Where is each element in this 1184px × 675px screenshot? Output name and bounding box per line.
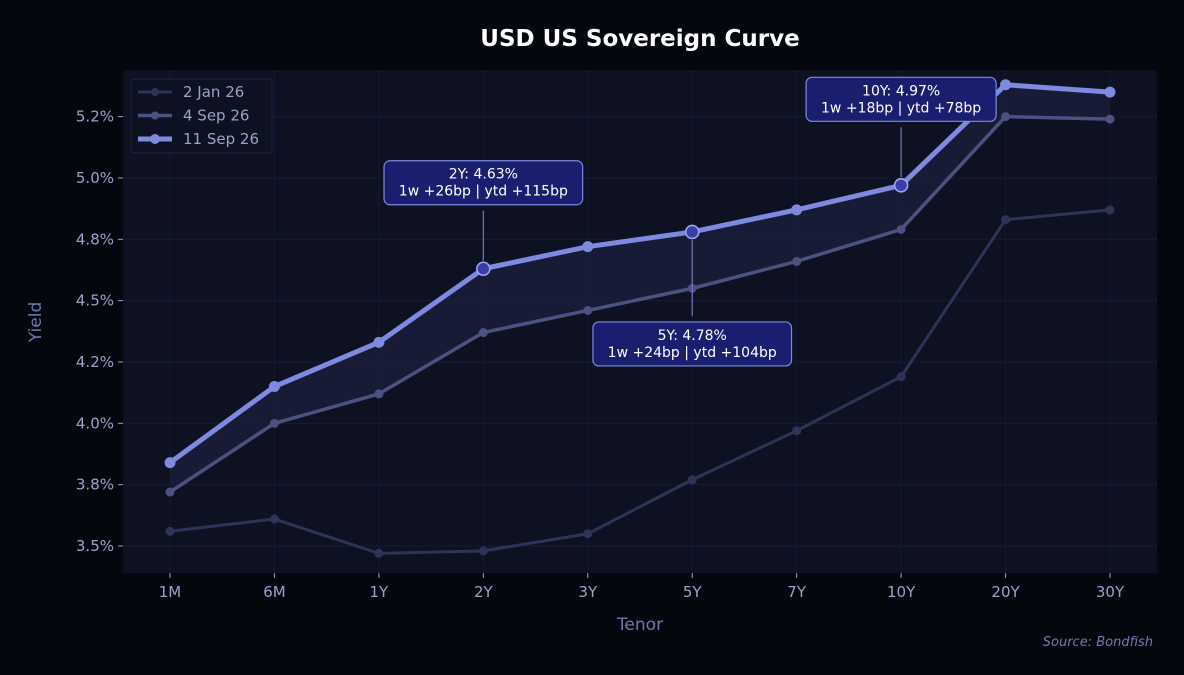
series-point-1 xyxy=(165,487,175,497)
series-point-0 xyxy=(583,529,593,539)
curve-change-band xyxy=(170,84,1110,493)
series-point-0 xyxy=(792,426,802,436)
x-tick-label: 7Y xyxy=(787,583,807,601)
series-point-2 xyxy=(268,381,280,393)
annotation-line2: 1w +24bp | ytd +104bp xyxy=(608,345,777,361)
y-tick-label: 4.2% xyxy=(76,353,114,371)
x-tick-label: 1M xyxy=(159,583,182,601)
series-point-1 xyxy=(478,328,488,338)
annotation-line1: 2Y: 4.63% xyxy=(449,167,518,183)
legend: 2 Jan 26 4 Sep 26 11 Sep 26 xyxy=(130,78,273,154)
series-point-0 xyxy=(687,475,697,485)
annotation-box xyxy=(805,76,997,122)
y-tick-label: 4.0% xyxy=(76,414,114,432)
y-tick-label: 4.5% xyxy=(76,292,114,310)
y-tick-label: 3.8% xyxy=(76,476,114,494)
series-point-1 xyxy=(583,305,593,315)
y-tick-label: 4.8% xyxy=(76,230,114,248)
legend-label: 11 Sep 26 xyxy=(183,130,259,148)
legend-label: 2 Jan 26 xyxy=(183,83,244,101)
legend-marker xyxy=(150,134,160,144)
source-note: Source: Bondfish xyxy=(1043,635,1153,650)
series-point-2 xyxy=(791,204,803,216)
x-tick-label: 3Y xyxy=(578,583,598,601)
legend-marker xyxy=(151,111,159,120)
series-point-1 xyxy=(792,256,802,266)
series-point-2 xyxy=(582,241,594,253)
series-lines xyxy=(164,79,1116,558)
annotation-line1: 5Y: 4.78% xyxy=(658,328,727,344)
series-line-2 xyxy=(167,82,1113,466)
chart-title: USD US Sovereign Curve xyxy=(480,26,799,52)
annotation-highlight-point xyxy=(893,178,909,193)
annotation-line2: 1w +18bp | ytd +78bp xyxy=(821,100,981,116)
series-point-1 xyxy=(1105,114,1115,124)
series-line-1 xyxy=(168,114,1112,494)
axis-ticks: 3.5% 3.8% 4.0% 4.2% 4.5% 4.8% 5.0% 5.2% 1M 6M 1Y 2Y… xyxy=(76,108,1125,601)
series-point-1 xyxy=(374,389,384,399)
series-point-0 xyxy=(478,546,488,556)
series-point-1 xyxy=(269,418,279,428)
series-point-2 xyxy=(373,336,385,348)
x-tick-label: 10Y xyxy=(887,583,916,601)
x-tick-label: 6M xyxy=(263,583,286,601)
series-point-2 xyxy=(1104,86,1116,98)
x-tick-label: 5Y xyxy=(683,583,703,601)
series-point-2 xyxy=(1000,79,1012,91)
series-point-0 xyxy=(374,548,384,558)
band-fill xyxy=(170,84,1110,493)
series-point-0 xyxy=(896,372,906,382)
annotation-line2: 1w +26bp | ytd +115bp xyxy=(399,184,568,200)
x-tick-label: 2Y xyxy=(474,583,494,601)
y-tick-label: 3.5% xyxy=(76,537,114,555)
series-point-1 xyxy=(896,224,906,234)
series-point-2 xyxy=(164,457,176,469)
series-line-0 xyxy=(168,208,1112,555)
series-point-1 xyxy=(1001,112,1011,122)
series-point-0 xyxy=(1105,205,1115,215)
series-point-0 xyxy=(269,514,279,524)
y-axis-label: Yield xyxy=(26,302,46,343)
x-axis-label: Tenor xyxy=(616,615,663,635)
annotation-box xyxy=(592,321,793,367)
x-tick-label: 20Y xyxy=(991,583,1020,601)
legend-label: 4 Sep 26 xyxy=(183,107,249,125)
annotation-line1: 10Y: 4.97% xyxy=(862,83,940,99)
x-tick-label: 1Y xyxy=(370,583,390,601)
legend-box xyxy=(130,78,273,154)
series-point-0 xyxy=(165,526,175,536)
x-tick-label: 30Y xyxy=(1096,583,1125,601)
legend-marker xyxy=(151,88,159,96)
y-tick-label: 5.0% xyxy=(76,169,114,187)
series-point-0 xyxy=(1001,215,1011,225)
annotation-box xyxy=(383,160,584,206)
y-tick-label: 5.2% xyxy=(76,108,114,126)
annotation-highlight-point xyxy=(684,224,700,240)
annotation-highlight-point xyxy=(476,261,491,277)
